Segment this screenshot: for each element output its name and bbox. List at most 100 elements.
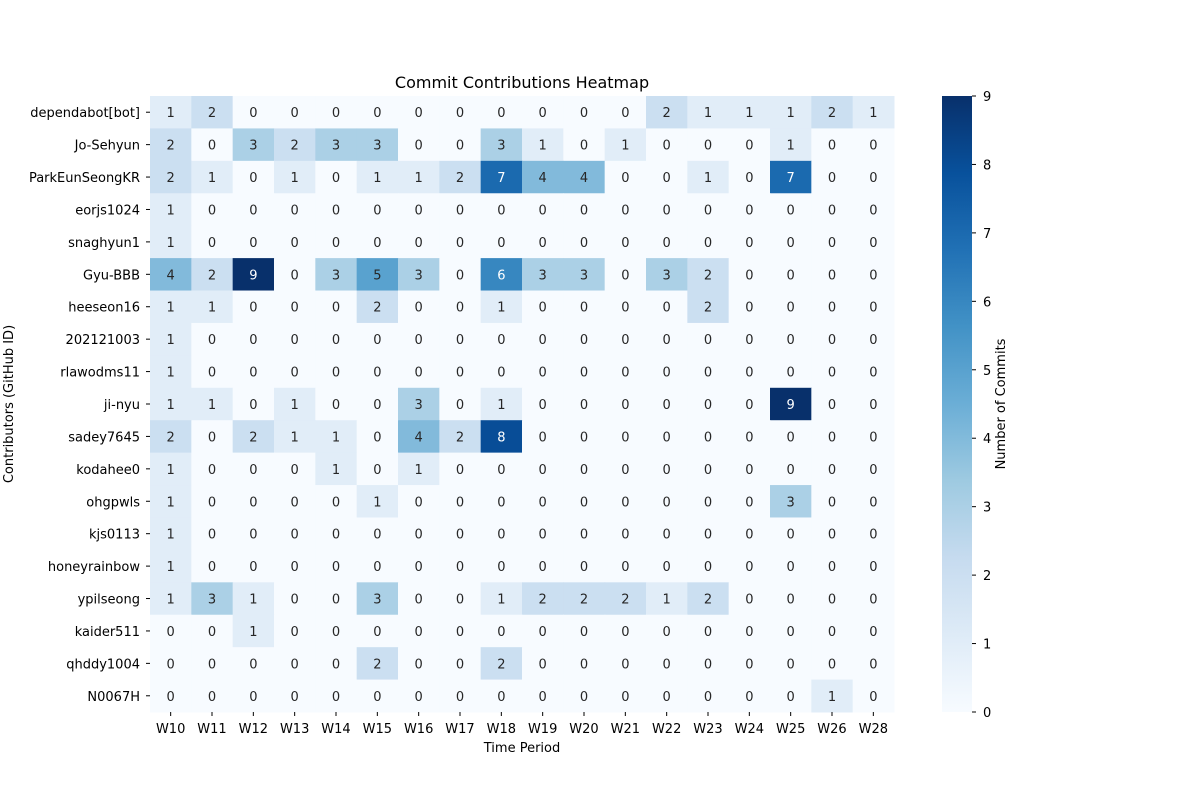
heatmap-cell [852,355,895,389]
cell-value-label: 0 [621,528,629,543]
cell-value-label: 0 [249,690,257,705]
cell-value-label: 0 [456,139,464,154]
cell-value-label: 0 [663,366,671,381]
heatmap-cell [150,420,192,454]
heatmap-cell [274,614,316,648]
heatmap-cell [646,582,688,616]
heatmap-cell [522,485,564,518]
cell-value-label: 0 [208,495,216,510]
heatmap-cell [522,258,564,292]
heatmap-cell [356,290,399,324]
heatmap-cell [398,225,440,259]
cell-value-label: 0 [208,625,216,640]
y-tick-label: ypilseong [78,593,140,608]
heatmap-cell [563,225,606,259]
heatmap-cell [728,387,771,421]
heatmap-cell [356,485,399,518]
heatmap-cell [398,582,440,616]
cell-value-label: 0 [456,236,464,251]
cell-value-label: 0 [663,236,671,251]
heatmap-cell [728,679,771,713]
cell-value-label: 3 [663,268,671,283]
heatmap-cell [687,96,730,129]
colorbar-tick-label: 2 [983,569,991,584]
heatmap-cell [811,420,854,454]
heatmap-cell [563,193,606,227]
cell-value-label: 1 [167,203,175,218]
heatmap-cell [398,549,440,583]
heatmap-cell [232,96,275,129]
x-tick-label: W21 [611,722,640,737]
cell-value-label: 0 [580,301,588,316]
cell-value-label: 0 [332,657,340,672]
cell-value-label: 0 [208,203,216,218]
heatmap-cell [315,485,358,518]
cell-value-label: 0 [332,301,340,316]
cell-value-label: 0 [539,203,547,218]
heatmap-cell [356,614,399,648]
heatmap-cell [687,387,730,421]
heatmap-cell [150,160,192,194]
heatmap-cell [811,582,854,616]
heatmap-cell [770,452,812,486]
heatmap-cell [439,193,482,227]
heatmap-cell [811,679,854,713]
cell-value-label: 0 [787,593,795,608]
heatmap-cell [150,679,192,713]
heatmap-cell [728,322,771,356]
heatmap-cell [398,517,440,551]
cell-value-label: 0 [249,203,257,218]
cell-value-label: 0 [208,333,216,348]
cell-value-label: 0 [745,139,753,154]
cell-value-label: 0 [580,139,588,154]
heatmap-cell [356,160,399,194]
heatmap-cell [480,387,523,421]
cell-value-label: 0 [497,690,505,705]
heatmap-cell [522,614,564,648]
heatmap-cell [687,193,730,227]
cell-value-label: 0 [332,625,340,640]
cell-value-label: 0 [539,301,547,316]
cell-value-label: 1 [373,171,381,186]
cell-value-label: 3 [415,268,423,283]
cell-value-label: 0 [621,690,629,705]
heatmap-cell [191,582,234,616]
cell-value-label: 0 [373,236,381,251]
cell-value-label: 0 [869,139,877,154]
heatmap-cell [274,582,316,616]
heatmap-cell [770,290,812,324]
cell-value-label: 0 [745,528,753,543]
heatmap-cell [646,485,688,518]
heatmap-cell [646,420,688,454]
cell-value-label: 0 [332,171,340,186]
x-axis-label: Time Period [483,741,560,756]
heatmap-cell [480,647,523,681]
cell-value-label: 0 [456,333,464,348]
heatmap-cell [522,549,564,583]
cell-value-label: 0 [415,528,423,543]
cell-value-label: 0 [539,690,547,705]
heatmap-cell [356,225,399,259]
cell-value-label: 0 [621,236,629,251]
heatmap-cell [770,517,812,551]
cell-value-label: 0 [663,560,671,575]
cell-value-label: 0 [415,333,423,348]
heatmap-cell [646,322,688,356]
heatmap-cell [480,225,523,259]
colorbar-tick-label: 7 [983,227,991,242]
y-tick-label: kodahee0 [76,463,140,478]
cell-value-label: 0 [249,366,257,381]
heatmap-cell [770,387,812,421]
cell-value-label: 0 [415,106,423,121]
cell-value-label: 1 [787,139,795,154]
heatmap-cell [522,96,564,129]
y-tick-label: kjs0113 [89,528,140,543]
cell-value-label: 0 [704,333,712,348]
heatmap-cell [728,193,771,227]
heatmap-cell [522,225,564,259]
cell-value-label: 0 [704,463,712,478]
heatmap-cell [728,355,771,389]
colorbar-tick-label: 5 [983,364,991,379]
cell-value-label: 0 [291,268,299,283]
heatmap-cell [191,193,234,227]
